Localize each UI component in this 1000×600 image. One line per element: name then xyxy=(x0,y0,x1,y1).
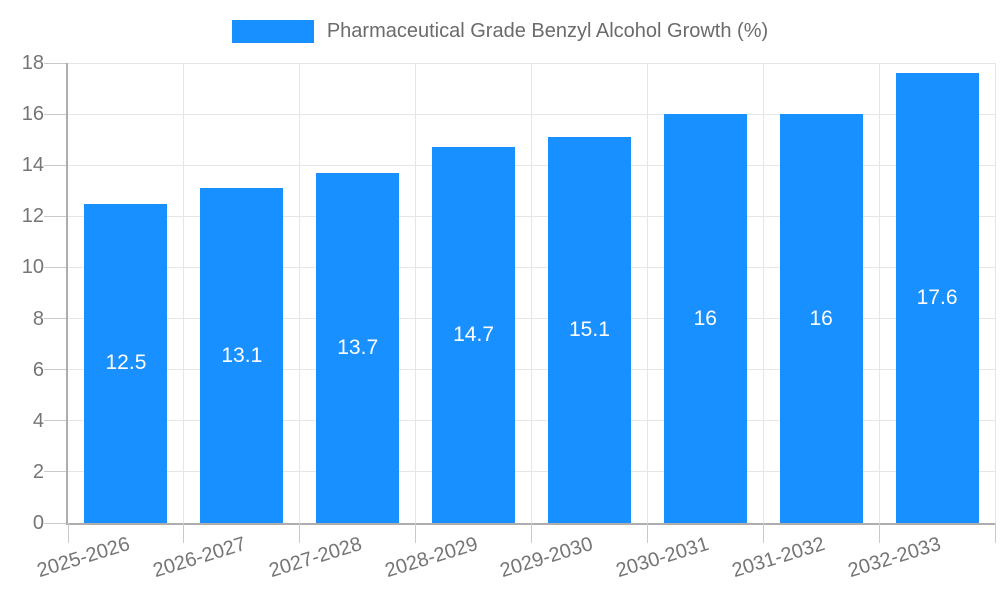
y-tick-mark xyxy=(44,164,66,166)
x-tick-mark xyxy=(994,523,996,543)
y-tick-label: 18 xyxy=(21,52,44,74)
bar[interactable]: 17.6 xyxy=(895,73,979,523)
y-tick-mark xyxy=(44,318,66,320)
bar-value-label: 14.7 xyxy=(453,323,494,347)
bar[interactable]: 12.5 xyxy=(84,203,168,523)
x-gridline xyxy=(878,63,880,523)
x-gridline xyxy=(531,63,532,523)
bar[interactable]: 14.7 xyxy=(432,147,516,523)
bar[interactable]: 15.1 xyxy=(547,137,631,523)
y-tick-label: 6 xyxy=(32,358,44,381)
bar-value-label: 12.5 xyxy=(105,351,147,375)
y-tick-label: 8 xyxy=(32,307,44,330)
x-tick-mark xyxy=(415,523,417,543)
y-tick-label: 4 xyxy=(32,409,44,432)
bar[interactable]: 16 xyxy=(779,114,863,523)
bar[interactable]: 13.1 xyxy=(200,188,284,523)
x-gridline xyxy=(415,63,417,523)
y-tick-mark xyxy=(44,369,66,371)
y-tick-label: 2 xyxy=(32,460,44,483)
bar-value-label: 16 xyxy=(809,306,833,330)
bar-value-label: 13.1 xyxy=(221,343,263,367)
x-gridline xyxy=(183,63,185,523)
y-tick-label: 10 xyxy=(21,256,44,279)
y-tick-mark xyxy=(44,420,66,422)
plot-area: 12.5 2025-2026 13.1 2026-2027 13.7 2027-2028 1… xyxy=(34,62,996,582)
x-gridline xyxy=(762,63,764,523)
bar[interactable]: 16 xyxy=(663,114,747,523)
y-tick-label: 16 xyxy=(21,103,44,126)
y-tick-label: 0 xyxy=(32,512,44,534)
y-tick-mark xyxy=(44,113,66,115)
x-tick-mark xyxy=(67,523,69,543)
x-tick-mark xyxy=(531,523,532,543)
y-tick-mark xyxy=(44,62,66,64)
x-gridline xyxy=(299,63,301,523)
x-gridline xyxy=(994,63,996,523)
y-tick-label: 12 xyxy=(21,205,44,228)
bar[interactable]: 13.7 xyxy=(316,172,400,523)
bar-value-label: 13.7 xyxy=(337,335,379,359)
legend-item[interactable]: Pharmaceutical Grade Benzyl Alcohol Grow… xyxy=(0,20,1000,43)
y-tick-mark xyxy=(44,215,66,217)
y-tick-label: 14 xyxy=(21,154,44,177)
y-tick-mark xyxy=(44,471,66,473)
legend-swatch xyxy=(231,20,314,43)
y-tick-mark xyxy=(44,266,66,268)
bar-value-label: 17.6 xyxy=(916,286,958,310)
bar-value-label: 15.1 xyxy=(569,318,610,342)
x-tick-mark xyxy=(762,523,764,543)
x-tick-mark xyxy=(183,523,185,543)
legend-label: Pharmaceutical Grade Benzyl Alcohol Grow… xyxy=(326,20,769,42)
x-tick-mark xyxy=(299,523,301,543)
x-tick-mark xyxy=(878,523,880,543)
x-gridline xyxy=(646,63,648,523)
bar-value-label: 16 xyxy=(693,306,717,330)
x-tick-mark xyxy=(646,523,648,543)
y-tick-mark xyxy=(44,522,66,524)
